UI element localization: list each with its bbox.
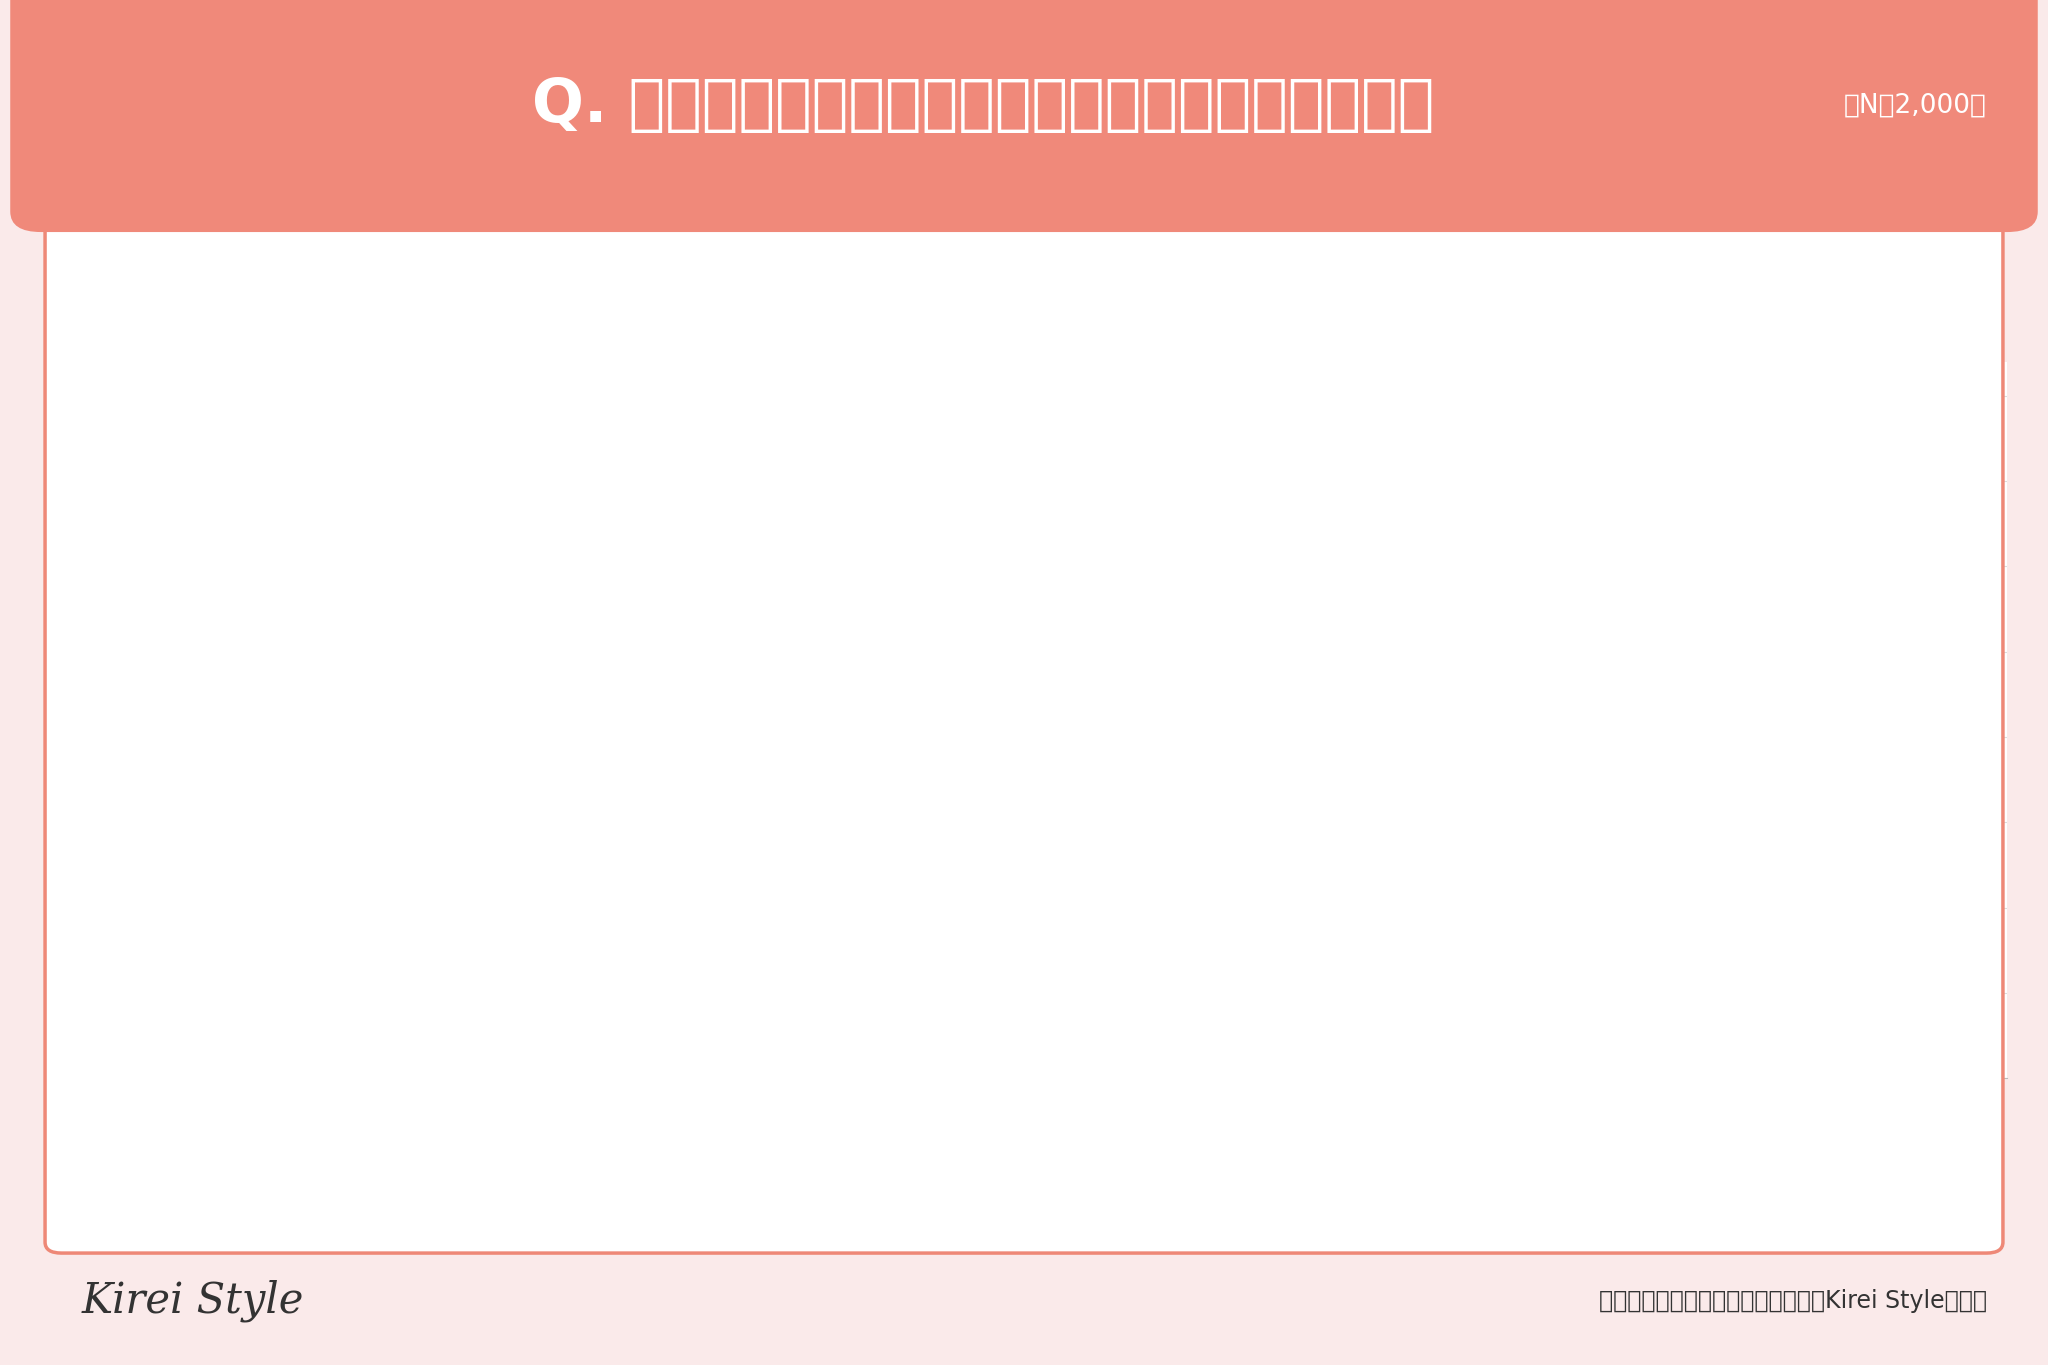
Bar (696, 758, 768, 1078)
Bar (913, 293, 946, 321)
Text: Q. 実年齢と比べ、何歳ぐらいに見られたいですか？: Q. 実年齢と比べ、何歳ぐらいに見られたいですか？ (532, 76, 1434, 135)
Text: 2.3%: 2.3% (1862, 1013, 1911, 1032)
Text: （N：2,000）: （N：2,000） (1843, 93, 1987, 119)
Text: 1.2%: 1.2% (1477, 1032, 1526, 1051)
Text: 3.1%: 3.1% (1092, 999, 1141, 1018)
Text: Kirei Style: Kirei Style (82, 1280, 305, 1323)
Bar (815, 969, 889, 1078)
Text: 4.7%: 4.7% (899, 972, 950, 991)
Text: 31.1%: 31.1% (502, 521, 578, 541)
Bar (1200, 1025, 1272, 1078)
Text: 株式会社ビズキ　美容情報サイト『Kirei Style』調べ: 株式会社ビズキ 美容情報サイト『Kirei Style』調べ (1599, 1289, 1987, 1313)
Bar (1585, 1073, 1657, 1078)
Text: (n:1,298): (n:1,298) (1176, 336, 1266, 355)
Bar (1657, 1059, 1731, 1078)
Text: 18.8%: 18.8% (694, 730, 770, 751)
Bar (430, 472, 504, 1078)
Bar (238, 658, 311, 1078)
Text: 子供なし: 子供なし (1176, 296, 1231, 319)
Bar (504, 547, 575, 1078)
Text: 35.5%: 35.5% (426, 442, 508, 465)
Text: 34.9%: 34.9% (309, 456, 385, 476)
Text: 3.1%: 3.1% (1210, 999, 1262, 1018)
Bar (1464, 1058, 1538, 1078)
Bar (1081, 1025, 1153, 1078)
Text: 1.1%: 1.1% (1403, 1033, 1454, 1052)
Bar (889, 998, 961, 1078)
Text: 6.4%: 6.4% (819, 938, 885, 962)
Text: 0.3%: 0.3% (1595, 1047, 1645, 1066)
Bar (623, 662, 696, 1078)
Text: 子供あり: 子供あり (954, 296, 1010, 319)
Bar (311, 483, 385, 1078)
Text: (n:702): (n:702) (954, 336, 1024, 355)
Text: 2.6%: 2.6% (1020, 1009, 1069, 1028)
Bar (1008, 1035, 1081, 1078)
Bar (1135, 293, 1167, 321)
Text: 24.4%: 24.4% (618, 631, 700, 655)
Text: 2.0%: 2.0% (1788, 1018, 1837, 1037)
Text: 子供の有無: 子供の有無 (184, 253, 256, 277)
Bar (1393, 1059, 1464, 1078)
Bar (1849, 1039, 1923, 1078)
Text: 1.1%: 1.1% (1669, 1033, 1718, 1052)
Text: 2.9%: 2.9% (1284, 1003, 1333, 1022)
Bar (1272, 1029, 1346, 1078)
Bar (1776, 1044, 1849, 1078)
Text: 24.6%: 24.6% (233, 628, 315, 652)
